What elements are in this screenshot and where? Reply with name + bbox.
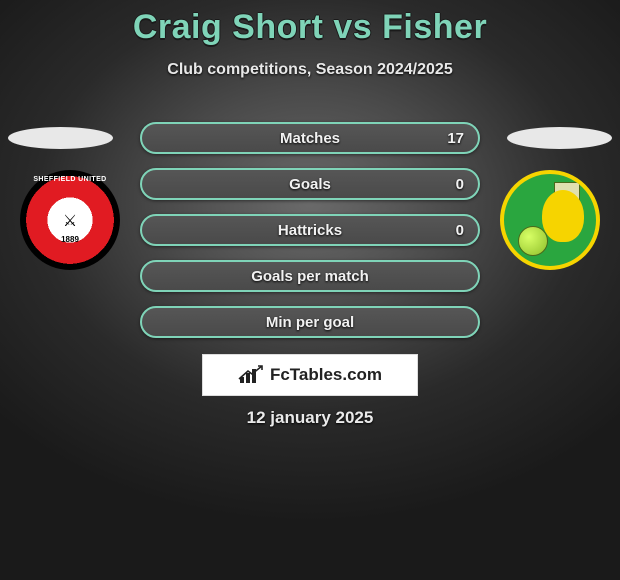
card-date: 12 january 2025 [0, 408, 620, 428]
stat-value-right: 0 [456, 176, 464, 193]
page-title: Craig Short vs Fisher [0, 0, 620, 47]
shadow-ellipse-left [8, 127, 113, 149]
canary-icon [542, 190, 584, 242]
stat-label: Goals per match [251, 268, 369, 285]
stat-label: Min per goal [266, 314, 354, 331]
stat-row: Min per goal [140, 306, 480, 338]
stats-container: Matches 17 Goals 0 Hattricks 0 Goals per… [140, 122, 480, 352]
stat-label: Matches [280, 130, 340, 147]
team-crest-right [500, 170, 600, 270]
stat-value-right: 17 [447, 130, 464, 147]
ball-icon [518, 226, 548, 256]
brand-watermark: FcTables.com [202, 354, 418, 396]
subtitle: Club competitions, Season 2024/2025 [0, 61, 620, 79]
team-crest-left: SHEFFIELD UNITED ⚔ 1889 [20, 170, 120, 270]
stat-row: Goals 0 [140, 168, 480, 200]
swords-icon: ⚔ [63, 211, 77, 231]
shadow-ellipse-right [507, 127, 612, 149]
stat-value-right: 0 [456, 222, 464, 239]
stat-label: Hattricks [278, 222, 342, 239]
comparison-card: Craig Short vs Fisher Club competitions,… [0, 0, 620, 580]
crest-left-arc-text: SHEFFIELD UNITED [33, 176, 106, 183]
brand-text: FcTables.com [270, 365, 382, 385]
bar-chart-icon [238, 365, 264, 385]
stat-label: Goals [289, 176, 331, 193]
crest-left-year: 1889 [61, 235, 79, 244]
stat-row: Matches 17 [140, 122, 480, 154]
stat-row: Hattricks 0 [140, 214, 480, 246]
stat-row: Goals per match [140, 260, 480, 292]
